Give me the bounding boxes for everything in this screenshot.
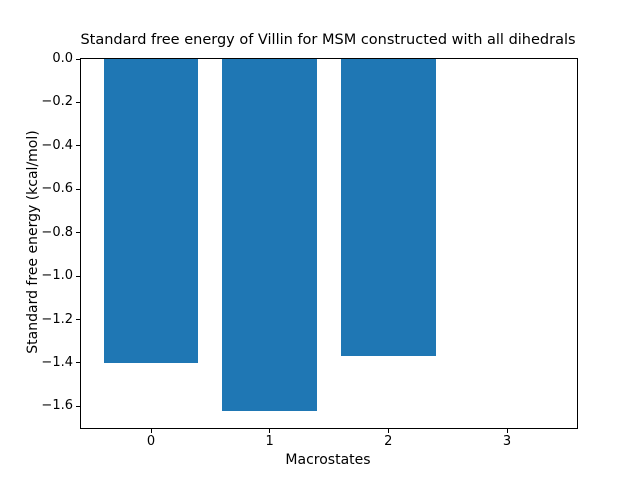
y-tick-label: −0.8 bbox=[41, 224, 73, 240]
y-tick bbox=[76, 101, 80, 103]
y-tick-label: 0.0 bbox=[52, 51, 73, 66]
x-tick bbox=[506, 429, 508, 433]
bar bbox=[103, 59, 199, 363]
x-tick bbox=[387, 429, 389, 433]
x-tick-label: 0 bbox=[146, 434, 156, 449]
y-tick bbox=[76, 275, 80, 277]
y-tick-label: −1.6 bbox=[41, 398, 73, 414]
y-tick bbox=[76, 362, 80, 364]
x-tick bbox=[150, 429, 152, 433]
y-tick bbox=[76, 58, 80, 60]
x-tick bbox=[269, 429, 271, 433]
x-tick-label: 3 bbox=[502, 434, 512, 449]
y-tick bbox=[76, 145, 80, 147]
y-tick bbox=[76, 319, 80, 320]
y-tick-label: −0.6 bbox=[41, 181, 73, 197]
bar bbox=[340, 59, 436, 357]
y-tick bbox=[76, 405, 80, 407]
bar bbox=[222, 59, 318, 411]
x-tick-label: 1 bbox=[265, 434, 274, 449]
y-tick-label: −1.4 bbox=[41, 354, 73, 370]
chart-title: Standard free energy of Villin for MSM c… bbox=[80, 32, 576, 48]
plot-area: 0.0 −0.2 −0.4 −0.6 −0.8 −1.0 −1.2 −1.4 −1.6 0 1 2 3 bbox=[41, 51, 578, 449]
y-tick bbox=[76, 188, 80, 190]
y-tick bbox=[76, 232, 80, 234]
x-axis-label: Macrostates bbox=[285, 452, 371, 468]
y-tick-label: −1.0 bbox=[41, 268, 73, 284]
y-axis-label: Standard free energy (kcal/mol) bbox=[25, 130, 41, 354]
x-tick-label: 2 bbox=[384, 434, 393, 449]
y-tick-label: −1.2 bbox=[41, 311, 73, 327]
y-tick-label: −0.4 bbox=[41, 137, 73, 153]
y-tick-label: −0.2 bbox=[41, 94, 73, 110]
